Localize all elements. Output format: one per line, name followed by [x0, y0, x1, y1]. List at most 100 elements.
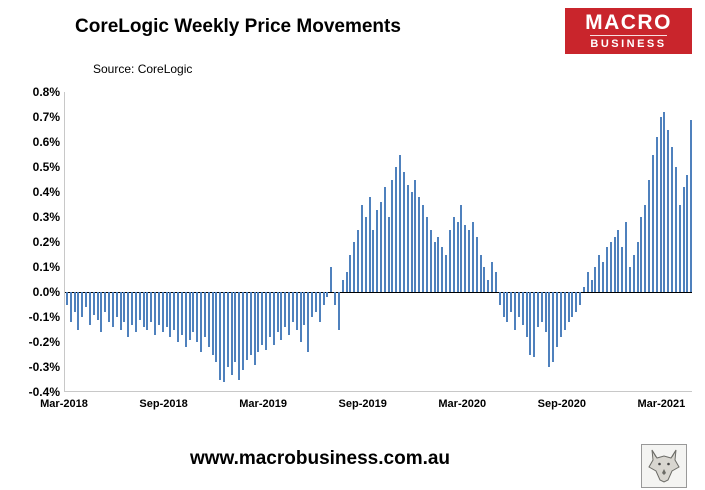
bar: [632, 254, 635, 292]
bar: [651, 154, 654, 292]
bar: [111, 292, 114, 327]
bar: [433, 242, 436, 292]
bar: [368, 197, 371, 292]
bar: [215, 292, 218, 362]
x-tick-label: Mar-2019: [239, 398, 287, 410]
wolf-icon: [648, 449, 680, 483]
y-tick-label: -0.1%: [28, 310, 60, 324]
bar: [575, 292, 578, 312]
bar: [448, 229, 451, 292]
bar: [690, 119, 693, 292]
bar: [498, 292, 501, 305]
bar: [207, 292, 210, 347]
bar: [177, 292, 180, 342]
bar: [602, 262, 605, 292]
bar: [280, 292, 283, 340]
bar: [73, 292, 76, 312]
bar: [686, 174, 689, 292]
bar: [625, 222, 628, 292]
bar: [544, 292, 547, 332]
bar: [475, 237, 478, 292]
bar: [69, 292, 72, 322]
bar: [157, 292, 160, 325]
bar: [295, 292, 298, 330]
bar: [659, 117, 662, 292]
bar: [85, 292, 88, 307]
bar: [268, 292, 271, 337]
bar: [678, 204, 681, 292]
bar: [119, 292, 122, 330]
bar: [219, 292, 222, 380]
bar: [510, 292, 513, 312]
x-tick-label: Sep-2018: [139, 398, 188, 410]
bar: [146, 292, 149, 330]
bar: [203, 292, 206, 337]
bar: [337, 292, 340, 330]
bar: [134, 292, 137, 332]
bar: [559, 292, 562, 337]
bar: [640, 217, 643, 292]
bar: [406, 184, 409, 292]
bar: [360, 204, 363, 292]
bar: [494, 272, 497, 292]
bar: [628, 267, 631, 292]
chart-title: CoreLogic Weekly Price Movements: [75, 16, 401, 37]
bar: [399, 154, 402, 292]
bar: [483, 267, 486, 292]
bar: [223, 292, 225, 382]
bar: [468, 229, 471, 292]
y-tick-label: 0.4%: [32, 185, 60, 199]
bar: [594, 267, 597, 292]
bar: [663, 112, 666, 292]
zero-axis-line: [65, 291, 692, 293]
wolf-logo: [641, 444, 687, 488]
bar: [303, 292, 306, 325]
bar: [552, 292, 555, 362]
bar: [391, 179, 394, 292]
bar: [341, 279, 344, 292]
y-tick-label: 0.7%: [32, 110, 60, 124]
bar: [92, 292, 95, 315]
bar: [387, 217, 390, 292]
y-tick-label: 0.0%: [32, 285, 60, 299]
bar: [582, 287, 585, 292]
bar: [188, 292, 191, 340]
bar: [372, 229, 375, 292]
bar: [77, 292, 80, 330]
bar: [196, 292, 199, 342]
bar: [506, 292, 509, 322]
bar: [636, 242, 639, 292]
bar: [540, 292, 543, 322]
bar: [108, 292, 111, 322]
bar: [586, 272, 589, 292]
bar: [425, 217, 428, 292]
bar: [234, 292, 237, 362]
bar: [521, 292, 524, 325]
bar: [674, 167, 677, 292]
bar: [456, 222, 459, 292]
bar: [288, 292, 291, 335]
bar: [617, 229, 620, 292]
bar: [311, 292, 314, 317]
y-tick-label: 0.1%: [32, 260, 60, 274]
bar: [192, 292, 195, 332]
bar: [96, 292, 99, 320]
bar: [66, 292, 68, 305]
bar: [357, 229, 360, 292]
logo-text-macro: MACRO: [585, 10, 672, 34]
bar: [655, 137, 658, 292]
bar: [605, 247, 608, 292]
bar: [265, 292, 268, 350]
bar: [563, 292, 566, 330]
y-tick-label: -0.3%: [28, 360, 60, 374]
bar: [161, 292, 164, 332]
bar: [380, 202, 382, 292]
bar: [238, 292, 241, 380]
bar: [452, 217, 455, 292]
bar: [104, 292, 107, 312]
bar: [571, 292, 574, 317]
bar: [330, 267, 333, 292]
bar: [334, 292, 337, 305]
bar: [479, 254, 482, 292]
bar: [326, 292, 329, 297]
